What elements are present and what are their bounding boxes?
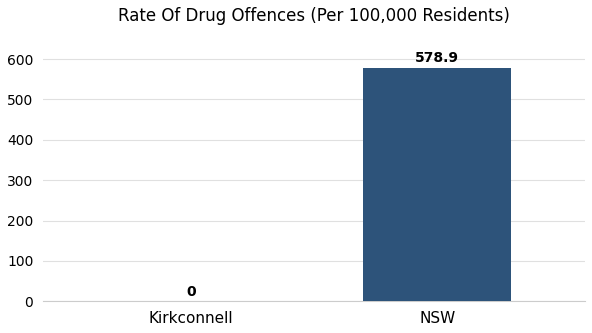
Text: 578.9: 578.9 — [415, 51, 459, 65]
Text: 0: 0 — [186, 284, 196, 298]
Title: Rate Of Drug Offences (Per 100,000 Residents): Rate Of Drug Offences (Per 100,000 Resid… — [118, 7, 510, 25]
Bar — [363, 68, 511, 301]
